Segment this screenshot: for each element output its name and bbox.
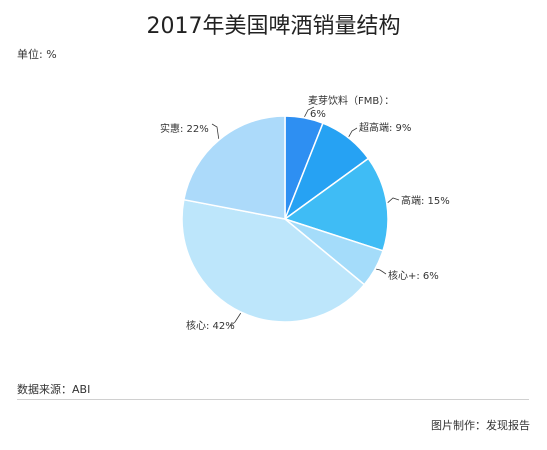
pie-slices — [181, 115, 389, 323]
leader-line-2 — [348, 127, 358, 138]
pie-slice-3 — [283, 157, 389, 252]
slice-label-5: 核心: 42% — [186, 319, 235, 332]
slice-label-2: 超高端: 9% — [359, 121, 411, 134]
slice-labels: 麦芽饮料（FMB）： 6%超高端: 9% 高端: 15% 核心+: 6% 核心: 42%… — [160, 94, 450, 332]
pie-slice-6 — [182, 115, 286, 220]
leader-line-3 — [387, 197, 400, 204]
slice-label-3: 高端: 15% — [401, 194, 450, 207]
leader-line-5 — [229, 312, 242, 327]
chart-title: 2017年美国啤酒销量结构 — [146, 14, 401, 39]
leader-line-1 — [304, 106, 315, 118]
pie-slice-5 — [181, 198, 366, 323]
leader-lines — [211, 106, 400, 327]
footer-divider — [17, 399, 529, 400]
slice-label-4: 核心+: 6% — [388, 269, 439, 282]
leader-line-4 — [376, 268, 387, 275]
image-credit: 图片制作：发现报告 — [431, 419, 530, 432]
leader-line-6 — [211, 123, 220, 139]
unit-label: 单位: % — [17, 48, 57, 61]
slice-label-6: 实惠: 22% — [160, 122, 209, 135]
slice-label-1: 麦芽饮料（FMB）： 6% — [308, 94, 394, 120]
data-source: 数据来源：ABI — [17, 383, 91, 396]
